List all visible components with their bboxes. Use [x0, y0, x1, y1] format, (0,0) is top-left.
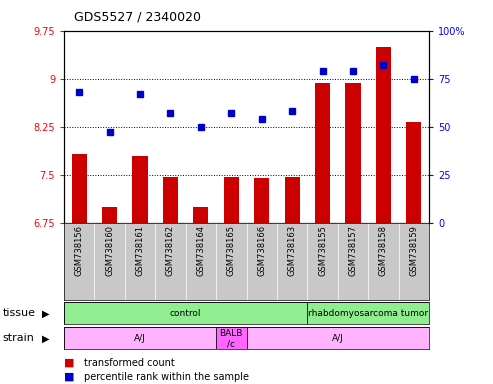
Text: control: control — [170, 309, 202, 318]
Text: GSM738156: GSM738156 — [75, 225, 84, 276]
Bar — [307, 302, 429, 324]
Bar — [193, 207, 209, 223]
Text: strain: strain — [2, 333, 35, 343]
Text: ▶: ▶ — [42, 333, 49, 343]
Bar — [102, 207, 117, 223]
Text: GSM738164: GSM738164 — [196, 225, 206, 276]
Bar — [345, 83, 360, 223]
Bar — [133, 156, 148, 223]
Bar — [284, 177, 300, 223]
Bar — [216, 327, 246, 349]
Text: ■: ■ — [64, 372, 74, 382]
Text: GSM738158: GSM738158 — [379, 225, 388, 276]
Bar — [64, 302, 307, 324]
Text: ▶: ▶ — [42, 308, 49, 318]
Bar — [406, 122, 422, 223]
Bar — [64, 327, 216, 349]
Bar — [376, 47, 391, 223]
Text: ■: ■ — [64, 358, 74, 368]
Text: GSM738165: GSM738165 — [227, 225, 236, 276]
Text: GSM738155: GSM738155 — [318, 225, 327, 276]
Bar — [163, 177, 178, 223]
Text: rhabdomyosarcoma tumor: rhabdomyosarcoma tumor — [308, 309, 428, 318]
Text: A/J: A/J — [134, 334, 146, 343]
Bar — [246, 327, 429, 349]
Text: percentile rank within the sample: percentile rank within the sample — [84, 372, 249, 382]
Text: tissue: tissue — [2, 308, 35, 318]
Bar — [224, 177, 239, 223]
Text: GDS5527 / 2340020: GDS5527 / 2340020 — [74, 10, 201, 23]
Bar — [254, 178, 269, 223]
Text: GSM738160: GSM738160 — [105, 225, 114, 276]
Text: GSM738161: GSM738161 — [136, 225, 144, 276]
Text: GSM738159: GSM738159 — [409, 225, 418, 276]
Bar — [315, 83, 330, 223]
Text: A/J: A/J — [332, 334, 344, 343]
Text: GSM738163: GSM738163 — [287, 225, 297, 276]
Text: BALB
/c: BALB /c — [219, 329, 243, 348]
Text: GSM738162: GSM738162 — [166, 225, 175, 276]
Bar — [71, 154, 87, 223]
Text: GSM738157: GSM738157 — [349, 225, 357, 276]
Text: GSM738166: GSM738166 — [257, 225, 266, 276]
Text: transformed count: transformed count — [84, 358, 175, 368]
